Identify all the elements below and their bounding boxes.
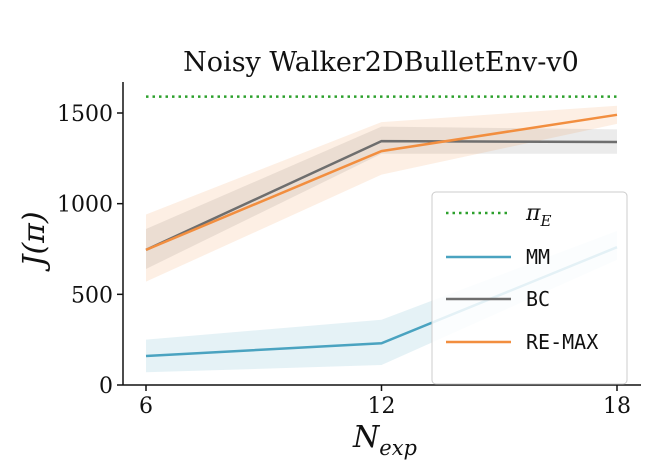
series-line-bc [145, 139, 618, 252]
series-line-re-max [145, 113, 618, 252]
y-tick-label: 1000 [57, 193, 113, 218]
x-axis-label-sub: exp [379, 436, 417, 460]
chart-title: Noisy Walker2DBulletEnv-v0 [183, 47, 579, 78]
y-axis-ticks: 0 500 1000 1500 [57, 102, 123, 399]
x-axis-label-main: N [352, 420, 381, 455]
band-mm [146, 230, 617, 373]
legend: πE MM BC RE-MAX [431, 191, 628, 385]
x-axis-label: Nexp [352, 420, 417, 460]
y-axis-label: J(π) [17, 211, 52, 272]
y-tick-label: 500 [71, 283, 113, 308]
legend-box [431, 191, 628, 385]
legend-label-mm: MM [526, 245, 550, 269]
x-tick-label: 12 [368, 394, 396, 419]
x-tick-label: 6 [139, 394, 153, 419]
legend-label-re-max: RE-MAX [526, 330, 598, 354]
x-axis-ticks: 6 12 18 [139, 385, 631, 419]
y-tick-label: 1500 [57, 102, 113, 127]
y-tick-label: 0 [99, 374, 113, 399]
legend-label-bc: BC [526, 287, 550, 311]
legend-items: πE MM BC RE-MAX [446, 201, 598, 354]
x-tick-label: 18 [603, 394, 631, 419]
legend-label-reference: πE [525, 201, 551, 230]
